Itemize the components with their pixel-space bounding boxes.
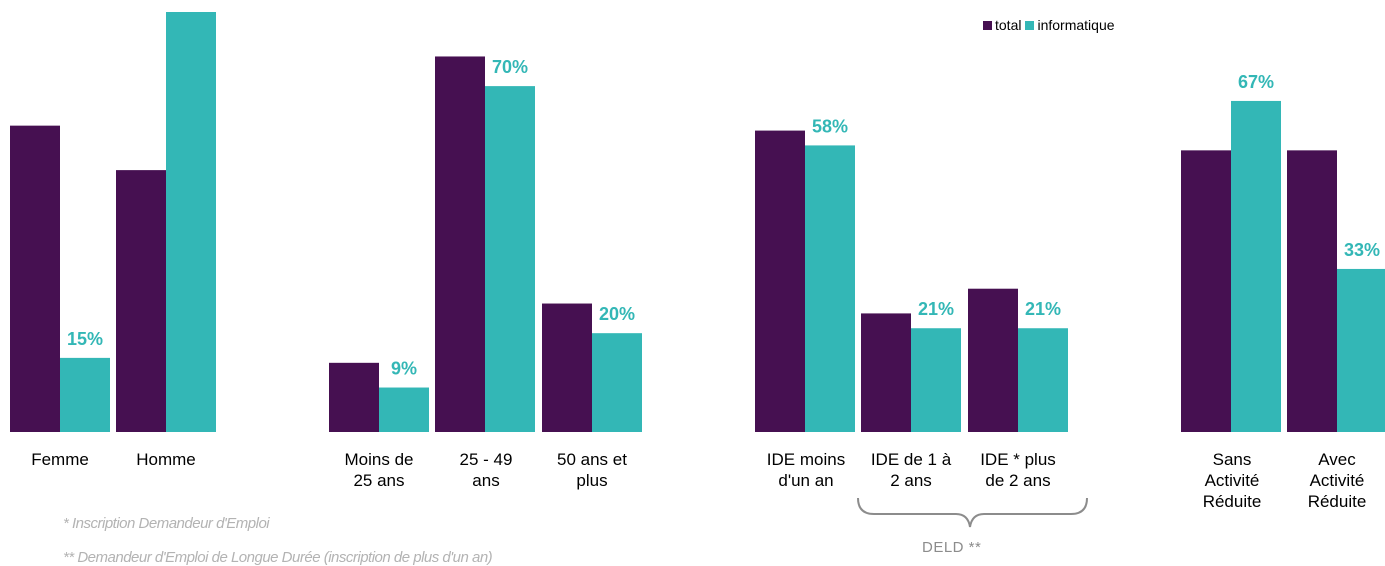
category-label-50-plus: 50 ans et plus: [557, 450, 627, 490]
bar-total-g2-c2: [435, 56, 485, 433]
bar-informatique-g4-c1: [1231, 100, 1281, 433]
bar-informatique-g1-c2: [166, 12, 216, 432]
bar-total-g2-c3: [542, 303, 592, 432]
data-label-informatique-g4-c2: 33%: [1344, 240, 1380, 260]
legend: total informatique: [983, 17, 1119, 33]
legend-swatch-informatique: [1025, 20, 1035, 30]
data-label-informatique-g2-c1: 9%: [391, 359, 417, 379]
legend-item-informatique: informatique: [1025, 17, 1115, 33]
data-label-informatique-g3-c2: 21%: [918, 299, 954, 319]
data-label-informatique-g3-c1: 58%: [812, 116, 848, 136]
bar-informatique-g2-c2: [485, 86, 535, 432]
bar-total-g4-c1: [1181, 150, 1231, 432]
bar-informatique-g3-c2: [911, 328, 961, 432]
data-label-informatique-g2-c2: 70%: [492, 57, 528, 77]
bracket-label-deld: DELD **: [922, 539, 982, 556]
bar-total-g1-c2: [116, 170, 166, 432]
category-label-moins-25: Moins de 25 ans: [344, 450, 414, 490]
bar-total-g1-c1: [10, 125, 60, 432]
bar-informatique-g3-c3: [1018, 328, 1068, 432]
footnote-deld: ** Demandeur d'Emploi de Longue Durée (i…: [63, 549, 493, 566]
category-label-ide-plus-2ans: IDE * plus de 2 ans: [980, 450, 1056, 490]
legend-label-total: total: [995, 17, 1022, 33]
bar-informatique-g2-c1: [379, 387, 429, 432]
bar-total-g3-c3: [968, 288, 1018, 432]
category-label-sans-activite: Sans Activité Réduite: [1202, 450, 1262, 511]
data-label-informatique-g4-c1: 67%: [1238, 72, 1274, 92]
category-label-avec-activite: Avec Activité Réduite: [1307, 450, 1367, 511]
data-label-informatique-g3-c3: 21%: [1025, 299, 1061, 319]
data-label-informatique-g2-c3: 20%: [599, 304, 635, 324]
bar-total-g2-c1: [329, 362, 379, 432]
legend-swatch-total: [983, 20, 992, 30]
bar-total-g4-c2: [1287, 150, 1337, 432]
bar-informatique-g1-c1: [60, 357, 110, 432]
bar-total-g3-c2: [861, 313, 911, 432]
category-label-25-49: 25 - 49 ans: [459, 450, 513, 490]
bar-informatique-g4-c2: [1337, 268, 1385, 432]
footnote-ide: * Inscription Demandeur d'Emploi: [63, 515, 270, 532]
legend-label-informatique: informatique: [1037, 17, 1115, 33]
bar-total-g3-c1: [755, 130, 805, 432]
deld-bracket: [857, 497, 1088, 528]
data-label-informatique-g1-c2: 85%: [173, 0, 209, 3]
bar-informatique-g3-c1: [805, 145, 855, 433]
category-label-ide-moins-1an: IDE moins d'un an: [766, 450, 846, 490]
legend-item-total: total: [983, 17, 1021, 33]
category-label-homme: Homme: [136, 450, 196, 469]
bar-informatique-g2-c3: [592, 333, 642, 432]
data-label-informatique-g1-c1: 15%: [67, 329, 103, 349]
category-label-femme: Femme: [31, 450, 89, 469]
